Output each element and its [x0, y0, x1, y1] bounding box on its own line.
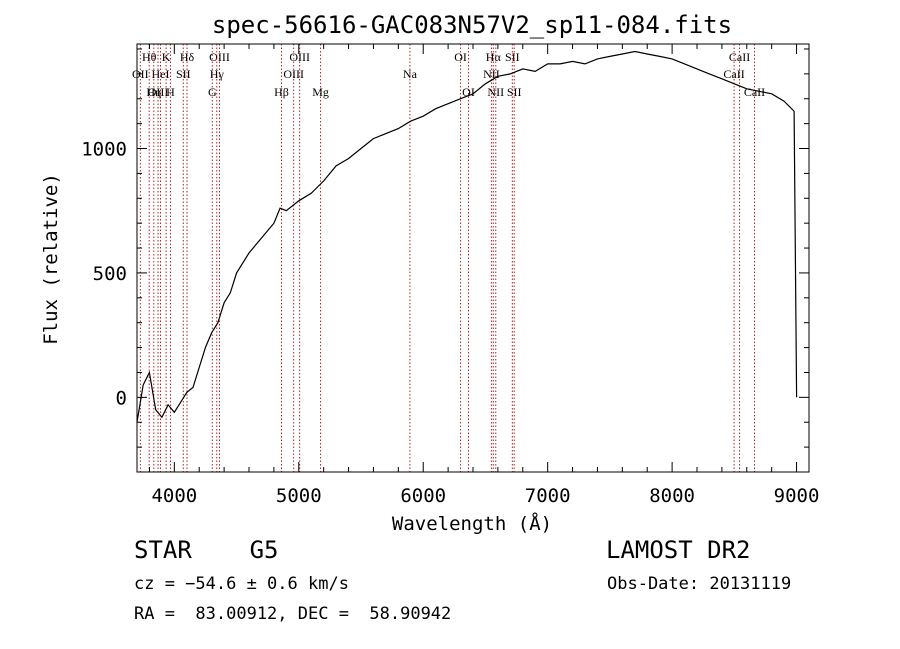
- line-label-26: CaII: [744, 85, 765, 99]
- survey-name: LAMOST DR2: [606, 536, 751, 564]
- coordinates: RA = 83.00912, DEC = 58.90942: [134, 604, 452, 624]
- y-axis-label: Flux (relative): [40, 173, 62, 345]
- x-tick-label-0: 4000: [151, 485, 197, 507]
- line-label-7: SII: [176, 67, 191, 81]
- line-label-14: OIII: [283, 67, 304, 81]
- observation-date: Obs-Date: 20131119: [607, 574, 792, 594]
- line-label-16: Na: [403, 67, 418, 81]
- plot-frame: [136, 43, 810, 473]
- line-label-15: Mg: [312, 85, 329, 99]
- line-label-6: H: [166, 85, 175, 99]
- line-label-22: SII: [505, 50, 520, 64]
- x-tick-label-3: 7000: [525, 485, 571, 507]
- line-label-4: K: [162, 50, 171, 64]
- line-label-17: OI: [454, 50, 467, 64]
- y-tick-label-1: 500: [93, 263, 127, 285]
- x-axis-label: Wavelength (Å): [392, 512, 552, 535]
- line-label-8: Hδ: [180, 50, 195, 64]
- x-tick-label-5: 9000: [774, 485, 820, 507]
- line-label-18: OI: [462, 85, 475, 99]
- x-tick-label-2: 6000: [400, 485, 446, 507]
- axis-ticks: 4000 5000 6000 7000 8000 9000 0 500 1000: [81, 44, 819, 507]
- line-label-3: HeI: [152, 67, 170, 81]
- spectrum-line: [136, 50, 798, 423]
- line-label-11: G: [208, 85, 217, 99]
- y-tick-label-0: 0: [116, 387, 127, 409]
- redshift-value: cz = −54.6 ± 0.6 km/s: [134, 574, 349, 594]
- line-label-19: Hα: [486, 50, 502, 64]
- line-label-25: CaII: [723, 67, 744, 81]
- line-label-0: Hθ: [142, 50, 157, 64]
- object-class: STAR G5: [134, 536, 279, 564]
- line-label-13: OIII: [289, 50, 310, 64]
- line-label-5: Hη: [146, 85, 161, 99]
- line-label-24: CaII: [729, 50, 750, 64]
- x-tick-label-1: 5000: [276, 485, 322, 507]
- line-label-9: OIII: [209, 50, 230, 64]
- line-label-10: Hγ: [210, 67, 225, 81]
- line-label-12: Hβ: [274, 85, 289, 99]
- spectrum-series: [136, 50, 798, 423]
- line-label-21: NII: [487, 85, 504, 99]
- chart-title: spec-56616-GAC083N57V2_sp11-084.fits: [212, 11, 732, 39]
- x-tick-label-4: 8000: [649, 485, 695, 507]
- line-label-20: NII: [483, 67, 500, 81]
- line-label-23: SII: [507, 85, 522, 99]
- y-tick-label-2: 1000: [81, 139, 127, 161]
- line-label-2: OIII: [148, 85, 169, 99]
